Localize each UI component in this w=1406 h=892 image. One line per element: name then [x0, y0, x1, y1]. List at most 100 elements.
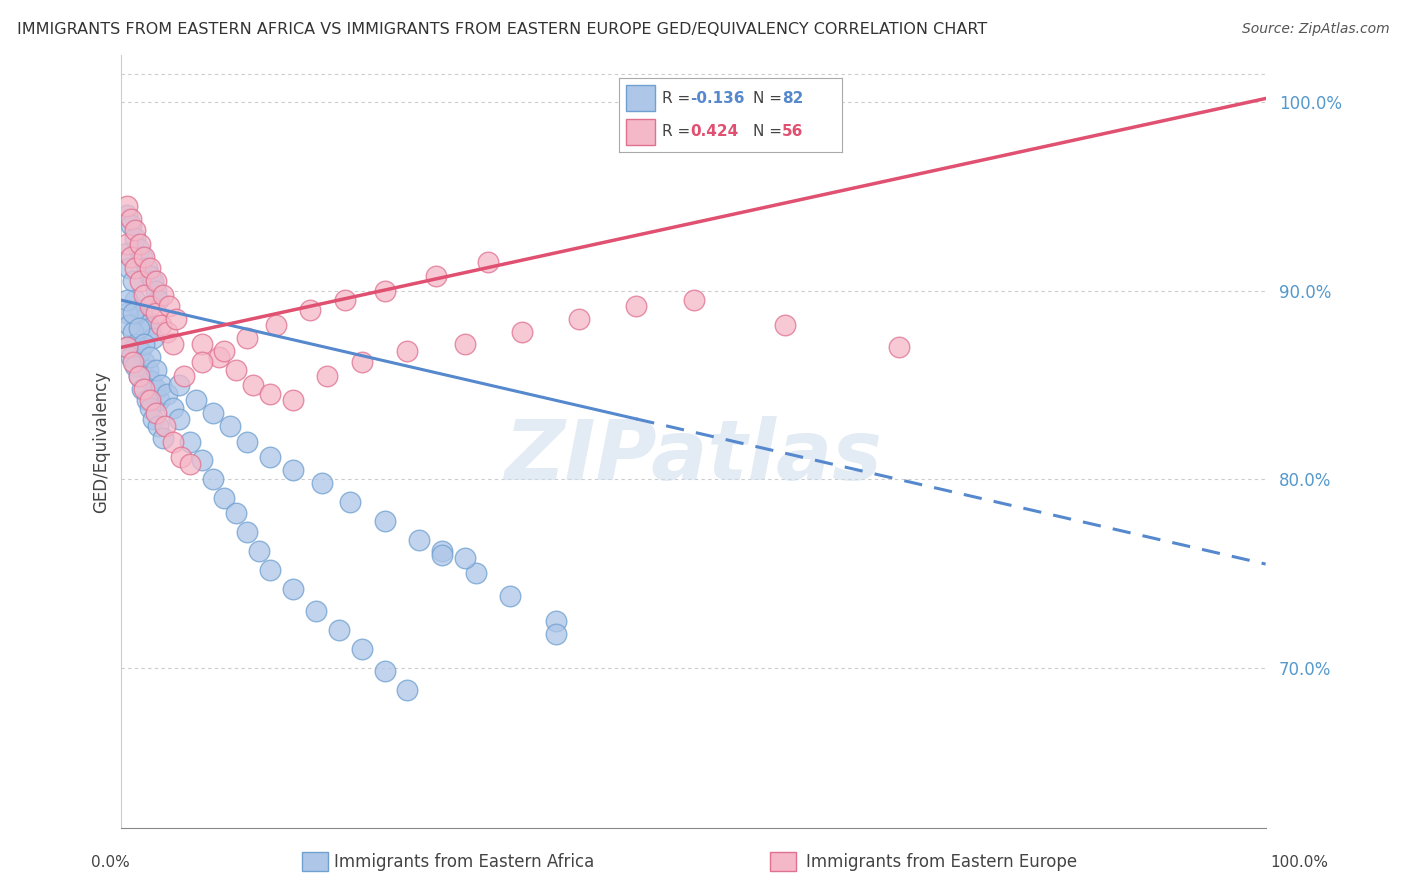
Point [259, 563, 281, 577]
Point [152, 431, 174, 445]
Point [305, 604, 328, 618]
Point [499, 589, 522, 603]
Point [162, 336, 184, 351]
Point [425, 268, 447, 283]
Point [120, 212, 142, 227]
Point [141, 374, 163, 388]
Point [122, 306, 145, 320]
Point [145, 274, 167, 288]
Point [139, 321, 162, 335]
Point [190, 453, 212, 467]
Point [128, 242, 150, 256]
Point [430, 544, 453, 558]
Point [128, 236, 150, 251]
Point [214, 344, 236, 359]
Text: Immigrants from Eastern Europe: Immigrants from Eastern Europe [807, 853, 1077, 871]
Point [139, 393, 162, 408]
Point [153, 419, 176, 434]
Point [145, 284, 167, 298]
Point [236, 434, 259, 449]
Point [139, 401, 162, 415]
Point [430, 548, 453, 562]
Point [145, 382, 167, 396]
Point [115, 246, 138, 260]
Point [124, 231, 146, 245]
Point [299, 302, 322, 317]
Point [626, 299, 648, 313]
Point [120, 350, 142, 364]
Point [546, 614, 568, 628]
Point [120, 250, 142, 264]
Point [225, 506, 247, 520]
Point [124, 293, 146, 308]
Point [179, 457, 201, 471]
Point [546, 627, 568, 641]
Point [350, 355, 373, 369]
Point [396, 344, 419, 359]
Y-axis label: GED/Equivalency: GED/Equivalency [93, 370, 110, 513]
Point [134, 287, 156, 301]
Point [510, 325, 533, 339]
Point [122, 355, 145, 369]
Point [134, 355, 156, 369]
Point [136, 363, 159, 377]
Point [118, 261, 141, 276]
Point [465, 566, 488, 581]
Point [236, 331, 259, 345]
Point [115, 340, 138, 354]
Point [139, 350, 162, 364]
Point [259, 450, 281, 464]
Point [135, 393, 157, 408]
Point [124, 359, 146, 373]
Point [142, 274, 165, 288]
Point [146, 293, 169, 308]
Point [122, 274, 145, 288]
Point [156, 325, 179, 339]
Point [148, 393, 170, 408]
Point [131, 306, 153, 320]
Text: ZIPatlas: ZIPatlas [505, 417, 883, 498]
Point [128, 274, 150, 288]
Point [128, 368, 150, 383]
Point [145, 363, 167, 377]
Point [173, 368, 195, 383]
Point [135, 261, 157, 276]
Point [167, 378, 190, 392]
Point [328, 623, 350, 637]
Point [134, 250, 156, 264]
Point [115, 306, 138, 320]
Point [454, 551, 477, 566]
Point [146, 419, 169, 434]
Point [190, 336, 212, 351]
Point [264, 318, 287, 332]
Point [134, 312, 156, 326]
Point [142, 331, 165, 345]
Point [118, 318, 141, 332]
Text: Source: ZipAtlas.com: Source: ZipAtlas.com [1241, 22, 1389, 37]
Point [316, 368, 339, 383]
Point [128, 344, 150, 359]
Point [219, 419, 242, 434]
Text: Immigrants from Eastern Africa: Immigrants from Eastern Africa [333, 853, 595, 871]
Point [350, 641, 373, 656]
Point [145, 306, 167, 320]
Point [125, 336, 148, 351]
Point [159, 299, 181, 313]
Point [134, 382, 156, 396]
Point [115, 236, 138, 251]
Point [150, 318, 173, 332]
Point [165, 312, 187, 326]
Point [190, 355, 212, 369]
Point [184, 393, 207, 408]
Point [150, 378, 173, 392]
Point [214, 491, 236, 505]
Point [179, 434, 201, 449]
Point [236, 524, 259, 539]
Point [139, 299, 162, 313]
Point [201, 406, 224, 420]
Point [115, 208, 138, 222]
Point [281, 463, 304, 477]
Point [120, 218, 142, 232]
Text: 0.0%: 0.0% [91, 855, 131, 870]
Point [281, 393, 304, 408]
